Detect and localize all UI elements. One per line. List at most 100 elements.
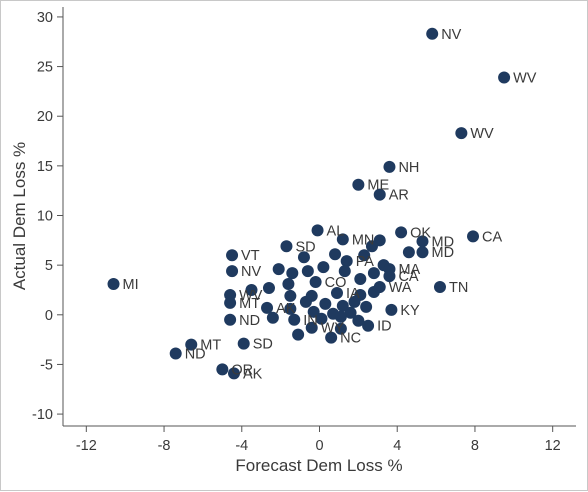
data-point	[352, 314, 365, 327]
x-tick-label: -12	[76, 438, 97, 454]
data-point	[385, 303, 398, 316]
point-label: MT	[239, 296, 260, 312]
point-label: ID	[377, 319, 392, 335]
data-point	[358, 249, 371, 262]
data-point	[367, 267, 380, 280]
data-point	[402, 246, 415, 259]
data-points	[107, 27, 511, 380]
point-label: MT	[200, 338, 221, 354]
data-point	[383, 160, 396, 173]
data-point	[455, 127, 468, 140]
point-label: VT	[241, 248, 260, 264]
data-point	[185, 338, 198, 351]
data-point	[226, 249, 239, 262]
point-label: NV	[241, 264, 261, 280]
point-label: NV	[441, 27, 461, 43]
point-label: MD	[431, 234, 454, 250]
y-axis-title: Actual Dem Loss %	[10, 142, 29, 290]
data-point	[373, 188, 386, 201]
data-point	[226, 265, 239, 278]
data-point	[107, 278, 120, 291]
x-tick-label: -8	[158, 438, 171, 454]
data-point	[352, 178, 365, 191]
data-point	[354, 273, 367, 286]
data-point	[245, 283, 258, 296]
point-label: CO	[325, 275, 347, 291]
point-label: WV	[239, 288, 263, 304]
data-point	[272, 263, 285, 276]
data-point	[330, 286, 343, 299]
point-label: AL	[327, 223, 345, 239]
x-tick-label: 12	[545, 438, 561, 454]
data-point	[228, 367, 240, 380]
point-label: SD	[253, 337, 273, 353]
y-tick-label: 30	[37, 10, 53, 26]
point-label: WV	[513, 70, 537, 86]
x-tick-label: 0	[315, 438, 323, 454]
x-axis-ticks: -12 -8 -4 0 4 8 12	[76, 426, 561, 454]
data-point	[383, 270, 396, 283]
point-label: CA	[482, 229, 502, 245]
y-tick-label: 5	[45, 258, 53, 274]
data-point	[280, 240, 293, 253]
y-tick-label: 20	[37, 109, 53, 125]
data-point	[224, 313, 237, 326]
y-tick-label: -5	[40, 357, 53, 373]
data-point	[284, 289, 297, 302]
y-tick-label: 0	[45, 308, 53, 324]
data-point	[395, 226, 408, 239]
data-point	[325, 331, 338, 344]
y-tick-label: 15	[37, 159, 53, 175]
data-point	[467, 230, 480, 243]
data-point	[433, 280, 446, 293]
y-tick-label: 25	[37, 60, 53, 76]
point-label: MN	[352, 232, 375, 248]
y-tick-label: -10	[32, 407, 53, 423]
data-point	[319, 297, 332, 310]
point-label: TN	[449, 280, 468, 296]
point-label: AK	[276, 301, 296, 317]
data-point	[416, 246, 429, 259]
point-label: AK	[243, 366, 263, 382]
point-label: KY	[400, 303, 420, 319]
point-label: PA	[356, 254, 375, 270]
data-point	[334, 322, 347, 335]
data-point	[315, 312, 328, 325]
data-point	[169, 347, 182, 360]
point-label: IA	[346, 286, 360, 302]
point-label: CA	[398, 269, 418, 285]
point-label: MD	[431, 245, 454, 261]
data-point	[348, 295, 361, 308]
data-point	[329, 248, 342, 261]
data-point	[282, 278, 295, 291]
data-point	[216, 363, 229, 376]
data-point	[262, 281, 275, 294]
point-label: OK	[410, 225, 431, 241]
x-tick-label: -4	[235, 438, 248, 454]
data-point	[292, 328, 305, 341]
data-point	[340, 255, 353, 268]
x-tick-label: 8	[471, 438, 479, 454]
point-label: SD	[295, 239, 315, 255]
data-point	[336, 233, 349, 246]
data-point	[266, 311, 279, 324]
data-point	[334, 310, 347, 323]
data-point	[317, 261, 330, 274]
data-point	[284, 302, 297, 315]
data-point	[311, 224, 324, 237]
data-point	[426, 27, 439, 40]
y-tick-label: 10	[37, 209, 53, 225]
data-point	[237, 337, 250, 350]
x-tick-label: 4	[393, 438, 401, 454]
data-point	[498, 71, 511, 84]
data-point	[309, 276, 322, 289]
point-label: MA	[398, 262, 420, 278]
data-point	[299, 295, 312, 308]
point-label: WV	[470, 126, 494, 142]
data-point	[362, 319, 375, 332]
data-point	[301, 265, 314, 278]
point-label: AR	[389, 188, 409, 204]
point-label: ND	[185, 347, 206, 363]
x-axis-title: Forecast Dem Loss %	[235, 456, 402, 475]
